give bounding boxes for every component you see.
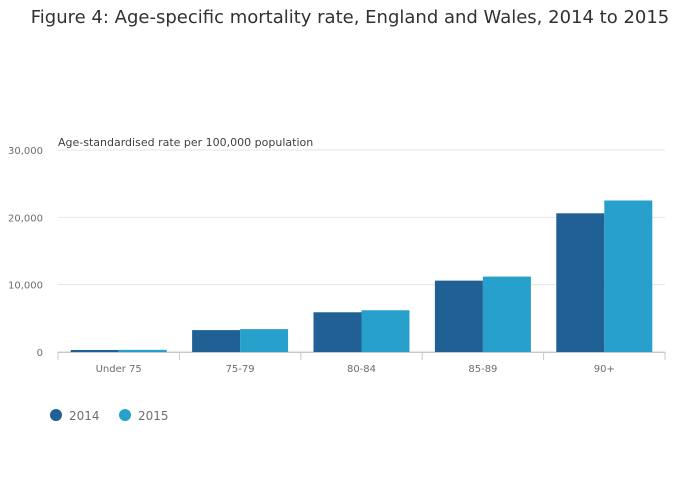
x-tick-label: 75-79 <box>226 364 255 375</box>
x-tick-label: 80-84 <box>347 364 376 375</box>
y-tick-label: 10,000 <box>8 281 43 292</box>
bar-2014-75-79 <box>192 330 241 352</box>
x-tick-label: Under 75 <box>96 364 142 375</box>
bar-2015-90+ <box>604 200 653 352</box>
x-tick-label: 90+ <box>594 364 615 375</box>
y-tick-label: 0 <box>37 348 43 359</box>
legend-marker-2015 <box>119 409 131 421</box>
bar-2015-80-84 <box>361 310 410 352</box>
legend-label-2014: 2014 <box>69 409 100 423</box>
y-tick-label: 20,000 <box>8 213 43 224</box>
y-axis-title: Age-standardised rate per 100,000 popula… <box>58 136 313 149</box>
bar-2015-75-79 <box>240 329 289 352</box>
y-tick-label: 30,000 <box>8 146 43 157</box>
bar-2014-Under 75 <box>70 349 119 352</box>
chart-title: Figure 4: Age-specific mortality rate, E… <box>30 7 670 28</box>
bar-2014-85-89 <box>434 280 483 352</box>
bar-2015-85-89 <box>482 276 531 352</box>
bar-2014-90+ <box>556 213 605 352</box>
x-tick-label: 85-89 <box>468 364 497 375</box>
bar-2015-Under 75 <box>118 349 167 352</box>
legend-label-2015: 2015 <box>138 409 169 423</box>
bar-2014-80-84 <box>313 312 362 352</box>
legend-marker-2014 <box>50 409 62 421</box>
